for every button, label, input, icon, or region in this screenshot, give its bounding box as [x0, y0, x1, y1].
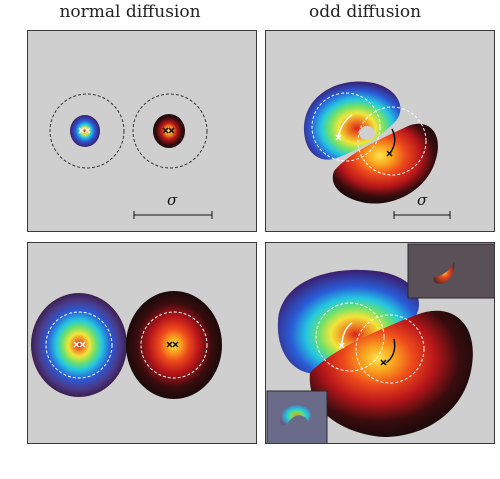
- center-markers-b: [166, 341, 179, 348]
- panel-odd-bottom: [265, 242, 495, 444]
- boundary-circle-left: [49, 93, 125, 169]
- species-b-density: [309, 310, 473, 437]
- boundary-circle-left: [45, 311, 113, 379]
- normal-top-figure: [49, 93, 213, 219]
- scale-bar-label: σ: [167, 191, 178, 209]
- panel-odd-top: σ: [265, 30, 495, 232]
- title-odd-diffusion: odd diffusion: [308, 2, 422, 22]
- species-a-density: [31, 293, 127, 397]
- overlap-region: [359, 126, 375, 140]
- odd-bottom-figure: [266, 243, 494, 443]
- center-markers-b: [162, 127, 175, 134]
- species-a-density: [70, 115, 100, 147]
- boundary-circle-left: [315, 302, 385, 372]
- inset-bottom-left: [266, 390, 328, 443]
- trajectory-a: [341, 322, 353, 346]
- species-b-density: [153, 114, 185, 148]
- trajectory-b: [385, 338, 396, 364]
- center-marker-a: [335, 134, 342, 141]
- title-normal-diffusion: normal diffusion: [59, 2, 201, 22]
- normal-bottom-figure: [31, 291, 222, 399]
- inset-top-right: [407, 243, 494, 299]
- boundary-circle-right: [132, 93, 208, 169]
- center-marker-b: [386, 150, 393, 157]
- center-markers-a: [78, 127, 91, 134]
- species-a-density: [303, 81, 401, 160]
- boundary-circle-right: [140, 311, 208, 379]
- odd-top-figure: [303, 81, 451, 219]
- center-marker-a: [338, 342, 345, 349]
- species-b-density: [126, 291, 222, 399]
- boundary-circle-right: [357, 106, 427, 176]
- panel-normal-top: σ: [27, 30, 257, 232]
- boundary-circle-right: [355, 314, 425, 384]
- center-markers-a: [73, 341, 86, 348]
- boundary-circle-left: [311, 92, 381, 162]
- center-marker-b: [380, 359, 387, 366]
- scale-bar-label: σ: [417, 191, 428, 209]
- panel-normal-bottom: [27, 242, 257, 444]
- species-b-density: [332, 123, 438, 204]
- trajectory-a: [337, 114, 353, 138]
- species-a-density: [277, 269, 420, 374]
